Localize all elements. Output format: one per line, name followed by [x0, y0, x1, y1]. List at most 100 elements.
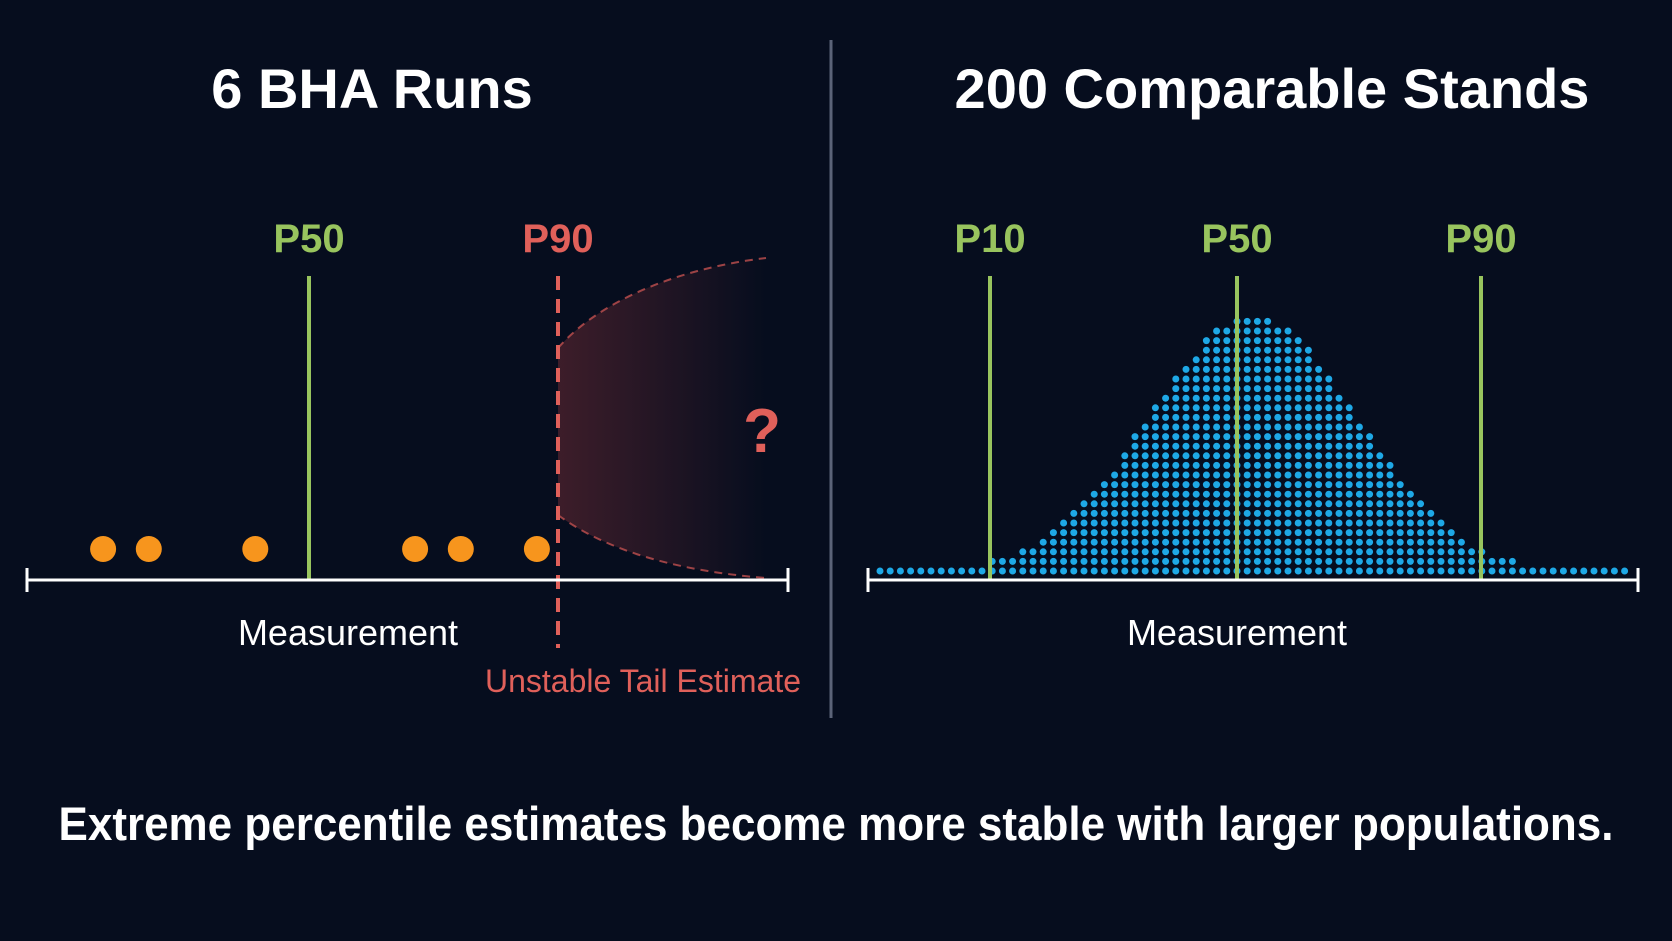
population-dot: [1304, 471, 1312, 479]
population-dot: [1223, 490, 1231, 498]
population-dot: [1376, 500, 1384, 508]
population-dot: [1304, 481, 1312, 489]
population-dot: [1202, 356, 1210, 364]
population-dot: [1243, 423, 1251, 431]
population-dot: [1294, 509, 1302, 517]
population-dot: [1202, 500, 1210, 508]
population-dot: [1253, 490, 1261, 498]
population-dot: [1427, 538, 1435, 546]
population-dot: [1131, 442, 1139, 450]
population-dot: [1172, 461, 1180, 469]
population-dot: [1345, 567, 1353, 575]
population-dot: [1274, 519, 1282, 527]
population-dot: [1345, 538, 1353, 546]
population-dot: [1202, 538, 1210, 546]
population-dot: [1427, 567, 1435, 575]
population-dot: [1151, 413, 1159, 421]
population-dot: [1457, 538, 1465, 546]
population-dot: [1376, 529, 1384, 537]
population-dot: [1519, 567, 1527, 575]
population-dot: [1366, 433, 1374, 441]
population-dot: [1294, 461, 1302, 469]
population-dot: [1131, 509, 1139, 517]
population-dot: [1223, 461, 1231, 469]
population-dot: [1304, 385, 1312, 393]
population-dot: [1151, 423, 1159, 431]
population-dot: [1202, 337, 1210, 345]
population-dot: [1202, 567, 1210, 575]
population-dot: [1223, 452, 1231, 460]
population-dot: [1090, 490, 1098, 498]
population-dot: [1325, 413, 1333, 421]
population-dot: [1213, 567, 1221, 575]
population-dot: [1447, 529, 1455, 537]
population-dot: [1213, 433, 1221, 441]
population-dot: [1274, 423, 1282, 431]
population-dot: [1325, 557, 1333, 565]
population-dot: [1121, 519, 1129, 527]
population-dot: [1009, 557, 1017, 565]
population-dot: [1437, 529, 1445, 537]
population-dot: [1151, 490, 1159, 498]
population-dot: [1192, 356, 1200, 364]
population-dot: [1090, 567, 1098, 575]
population-dot: [1386, 481, 1394, 489]
population-dot: [1284, 509, 1292, 517]
population-dot: [1060, 567, 1068, 575]
population-dot: [1284, 490, 1292, 498]
population-dot: [1029, 567, 1037, 575]
population-dot: [1274, 404, 1282, 412]
population-dot: [1141, 423, 1149, 431]
population-dot: [1121, 529, 1129, 537]
population-dot: [1437, 519, 1445, 527]
population-dot: [1182, 442, 1190, 450]
population-dot: [1131, 461, 1139, 469]
population-dot: [1274, 500, 1282, 508]
population-dot: [1192, 385, 1200, 393]
population-dot: [1315, 433, 1323, 441]
right-panel-title: 200 Comparable Stands: [955, 57, 1590, 120]
population-dot: [998, 567, 1006, 575]
population-dot: [1325, 423, 1333, 431]
population-dot: [1172, 500, 1180, 508]
population-dot: [1345, 423, 1353, 431]
population-dot: [1213, 529, 1221, 537]
population-dot: [1253, 394, 1261, 402]
population-dot: [1162, 529, 1170, 537]
population-dot: [1141, 519, 1149, 527]
population-dot: [1213, 461, 1221, 469]
population-dot: [1284, 385, 1292, 393]
population-dot: [1223, 413, 1231, 421]
population-dot: [1366, 567, 1374, 575]
population-dot: [1111, 500, 1119, 508]
population-dot: [1294, 567, 1302, 575]
population-dot: [1029, 557, 1037, 565]
population-dot: [1100, 548, 1108, 556]
population-dot: [1325, 471, 1333, 479]
population-dot: [1049, 529, 1057, 537]
population-dot: [1325, 404, 1333, 412]
population-dot: [1294, 548, 1302, 556]
left-axis-label: Measurement: [238, 612, 458, 653]
population-dot: [1325, 548, 1333, 556]
population-dot: [1274, 461, 1282, 469]
population-dot: [1151, 481, 1159, 489]
population-dot: [1243, 509, 1251, 517]
population-dot: [1345, 404, 1353, 412]
population-dot: [1141, 471, 1149, 479]
sample-point: [447, 536, 474, 562]
population-dot: [1223, 385, 1231, 393]
population-dot: [1192, 567, 1200, 575]
population-dot: [1274, 346, 1282, 354]
population-dot: [1223, 471, 1231, 479]
population-dot: [1274, 327, 1282, 335]
population-dot: [1243, 548, 1251, 556]
population-dot: [1304, 375, 1312, 383]
population-dot: [1223, 356, 1231, 364]
population-dot: [1335, 500, 1343, 508]
population-dot: [1355, 423, 1363, 431]
population-dot: [1335, 471, 1343, 479]
population-dot: [1376, 490, 1384, 498]
